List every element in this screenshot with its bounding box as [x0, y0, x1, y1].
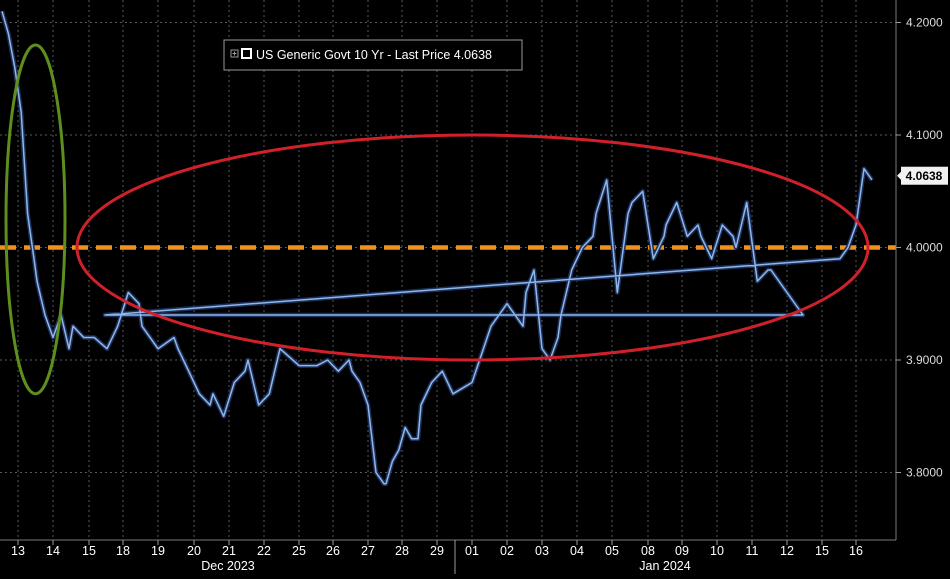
x-tick-label: 19 — [151, 544, 165, 558]
x-tick-label: 03 — [535, 544, 549, 558]
y-tick-label: 4.1000 — [906, 128, 943, 142]
annotation-ellipse — [4, 43, 67, 396]
x-tick-label: 20 — [187, 544, 201, 558]
x-tick-label: 10 — [710, 544, 724, 558]
legend-toggle-icon[interactable] — [230, 49, 239, 58]
x-tick-label: 11 — [746, 544, 759, 558]
legend-box — [223, 39, 523, 71]
x-tick-label: 21 — [222, 544, 236, 558]
y-tick-label: 3.9000 — [906, 353, 943, 367]
x-tick-label: 22 — [257, 544, 271, 558]
x-tick-label: 15 — [815, 544, 829, 558]
legend: US Generic Govt 10 Yr - Last Price 4.063… — [223, 39, 523, 71]
grid-layer — [0, 0, 896, 540]
x-tick-label: 15 — [82, 544, 96, 558]
x-tick-label: 25 — [292, 544, 306, 558]
series-layer — [0, 10, 874, 487]
legend-label: US Generic Govt 10 Yr - Last Price 4.063… — [256, 48, 492, 62]
x-tick-label: 29 — [430, 544, 444, 558]
x-tick-label: 01 — [465, 544, 479, 558]
x-tick-label: 18 — [116, 544, 130, 558]
x-tick-label: 26 — [326, 544, 340, 558]
x-tick-label: 05 — [605, 544, 619, 558]
x-tick-label: 12 — [780, 544, 794, 558]
x-tick-label: 27 — [361, 544, 375, 558]
x-tick-label: 14 — [46, 544, 60, 558]
series-line — [1, 10, 873, 485]
x-tick-label: 28 — [395, 544, 409, 558]
x-tick-label: 08 — [641, 544, 655, 558]
last-value-flag — [901, 166, 948, 185]
y-tick-label: 4.2000 — [906, 16, 943, 30]
y-tick-label: 4.0000 — [906, 241, 943, 255]
label-layer: 4.2000 4.1000 4.0000 3.9000 3.8000 13 14 15 18 19… — [11, 16, 948, 574]
x-tick-label: 04 — [570, 544, 584, 558]
x-tick-label: 09 — [675, 544, 689, 558]
x-tick-label: 02 — [500, 544, 514, 558]
month-label: Jan 2024 — [639, 559, 690, 573]
axis-layer — [0, 0, 897, 541]
legend-swatch-inner — [243, 50, 250, 57]
last-value-flag-pointer — [897, 170, 902, 181]
x-tick-label: 13 — [11, 544, 25, 558]
annotation-layer — [4, 43, 870, 396]
annotation-ellipse — [75, 133, 870, 362]
x-tick-label: 16 — [849, 544, 863, 558]
last-value-label: 4.0638 — [906, 169, 943, 183]
month-label: Dec 2023 — [201, 559, 255, 573]
y-tick-label: 3.8000 — [906, 466, 943, 480]
